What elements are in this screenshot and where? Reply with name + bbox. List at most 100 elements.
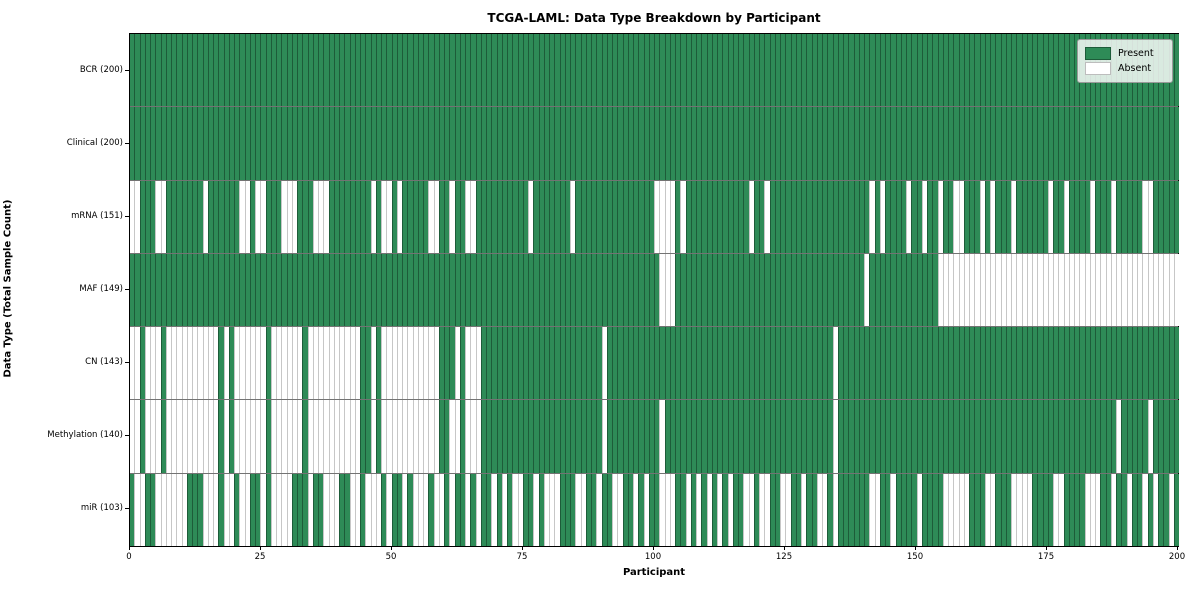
cell xyxy=(654,327,660,400)
cell xyxy=(1058,107,1064,180)
cell xyxy=(207,327,213,400)
cell xyxy=(837,253,843,327)
cell xyxy=(197,400,203,473)
cell xyxy=(785,180,791,253)
x-tick-mark xyxy=(260,546,261,550)
cell xyxy=(1074,473,1080,546)
cell xyxy=(459,107,465,180)
cell xyxy=(722,400,728,473)
cell xyxy=(916,107,922,180)
cell xyxy=(1116,180,1122,253)
cell xyxy=(701,400,707,473)
cell xyxy=(1110,473,1116,546)
cell xyxy=(969,400,975,473)
cell xyxy=(197,473,203,546)
heatmap-plot xyxy=(129,33,1179,547)
cell xyxy=(575,473,581,546)
cell xyxy=(801,473,807,546)
cell xyxy=(601,34,607,107)
cell xyxy=(843,180,849,253)
cell xyxy=(249,180,255,253)
cell xyxy=(260,327,266,400)
cell xyxy=(1158,180,1164,253)
cell xyxy=(664,400,670,473)
cell xyxy=(192,180,198,253)
cell xyxy=(449,34,455,107)
cell xyxy=(522,400,528,473)
cell xyxy=(197,253,203,327)
cell xyxy=(470,34,476,107)
cell xyxy=(1089,400,1095,473)
x-tick-label-125: 125 xyxy=(775,552,793,562)
cell xyxy=(916,473,922,546)
cell xyxy=(454,473,460,546)
cell xyxy=(375,327,381,400)
cell xyxy=(601,473,607,546)
cell xyxy=(528,180,534,253)
cell xyxy=(895,400,901,473)
cell xyxy=(438,253,444,327)
cell xyxy=(370,253,376,327)
cell xyxy=(396,400,402,473)
cell xyxy=(722,34,728,107)
cell xyxy=(911,34,917,107)
cell xyxy=(864,34,870,107)
cell xyxy=(585,107,591,180)
cell xyxy=(1016,34,1022,107)
cell xyxy=(1084,253,1090,327)
cell xyxy=(948,107,954,180)
cell xyxy=(853,107,859,180)
cell xyxy=(202,473,208,546)
cell xyxy=(559,180,565,253)
cell xyxy=(837,107,843,180)
cell xyxy=(811,400,817,473)
cell xyxy=(1037,180,1043,253)
cell xyxy=(753,327,759,400)
cell xyxy=(396,473,402,546)
cell xyxy=(1047,327,1053,400)
cell xyxy=(391,107,397,180)
cell xyxy=(1105,473,1111,546)
cell xyxy=(144,107,150,180)
cell xyxy=(1110,180,1116,253)
cell xyxy=(407,327,413,400)
cell xyxy=(428,473,434,546)
cell xyxy=(780,473,786,546)
cell xyxy=(234,400,240,473)
cell xyxy=(134,107,140,180)
cell xyxy=(990,327,996,400)
cell xyxy=(496,473,502,546)
cell xyxy=(423,107,429,180)
cell xyxy=(911,400,917,473)
cell xyxy=(155,473,161,546)
cell xyxy=(1074,327,1080,400)
cell xyxy=(1163,180,1169,253)
cell xyxy=(130,180,135,253)
cell xyxy=(438,180,444,253)
cell xyxy=(134,327,140,400)
cell xyxy=(785,34,791,107)
cell xyxy=(192,107,198,180)
cell xyxy=(633,107,639,180)
cell xyxy=(927,327,933,400)
cell xyxy=(459,253,465,327)
cell xyxy=(255,473,261,546)
cell xyxy=(990,253,996,327)
cell xyxy=(465,180,471,253)
cell xyxy=(911,253,917,327)
cell xyxy=(858,473,864,546)
cell xyxy=(648,34,654,107)
cell xyxy=(228,34,234,107)
cell xyxy=(785,400,791,473)
cell xyxy=(790,400,796,473)
cell xyxy=(848,107,854,180)
cell xyxy=(1068,253,1074,327)
cell xyxy=(130,253,135,327)
cell xyxy=(659,34,665,107)
cell xyxy=(591,34,597,107)
cell xyxy=(806,107,812,180)
cell xyxy=(475,253,481,327)
cell xyxy=(155,253,161,327)
cell xyxy=(528,107,534,180)
cell xyxy=(958,473,964,546)
